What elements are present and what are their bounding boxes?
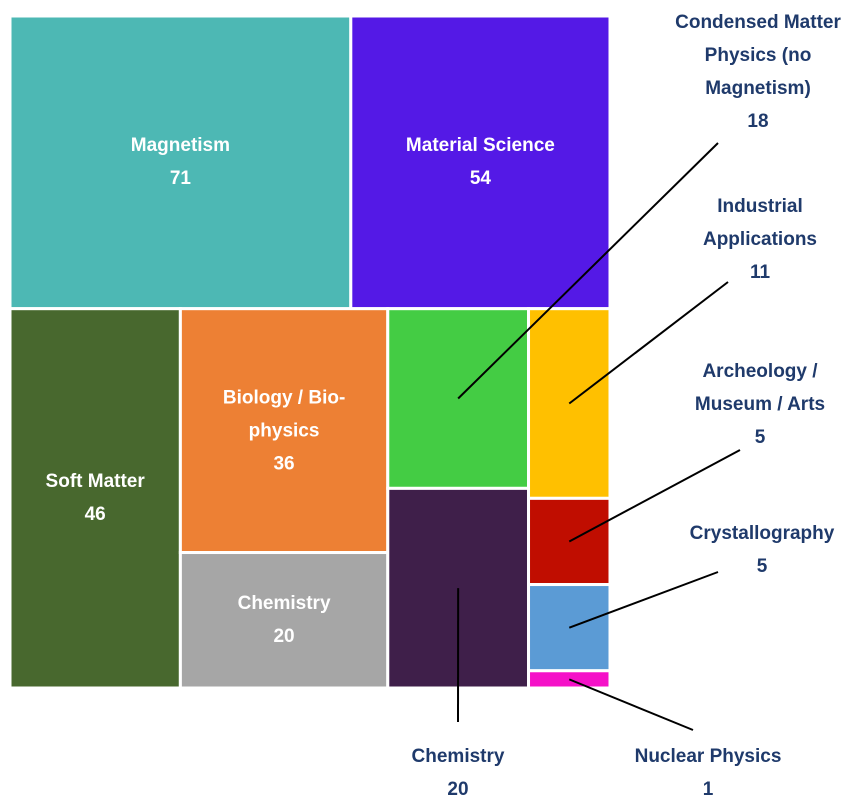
tile	[178, 307, 390, 555]
leader-line	[568, 281, 729, 405]
tile-label: Industrial Applications 11	[675, 190, 845, 289]
tile-value: 54	[469, 168, 491, 190]
leader-line	[568, 571, 719, 629]
tile-label: Biology / Bio-physics 36	[209, 381, 359, 480]
tile	[527, 583, 612, 673]
tile-value: 36	[273, 453, 295, 475]
tile	[386, 307, 531, 490]
tile-value: 11	[749, 262, 771, 283]
tile-label: Chemistry 20	[209, 587, 359, 653]
tile-name: Soft Matter	[45, 471, 145, 493]
tile-value: 5	[754, 427, 766, 448]
tile-label: Archeology / Museum / Arts 5	[665, 355, 855, 454]
tile-label: Condensed Matter Physics (no Magnetism) 1…	[673, 6, 843, 138]
tile-name: Archeology / Museum / Arts	[694, 361, 826, 415]
tile	[8, 307, 182, 690]
tile-value: 46	[84, 504, 106, 526]
tile-name: Industrial Applications	[702, 196, 817, 250]
tile-name: Crystallography	[689, 523, 835, 544]
tile	[527, 307, 612, 500]
tile	[349, 14, 612, 311]
tile-label: Material Science 54	[405, 129, 555, 195]
tile-value: 18	[747, 111, 769, 132]
tile	[178, 551, 390, 690]
tile-label: Crystallography 5	[662, 517, 862, 583]
tile-value: 1	[702, 779, 714, 800]
tile	[527, 669, 612, 690]
tile-name: Condensed Matter Physics (no Magnetism)	[675, 12, 841, 99]
tile-name: Material Science	[405, 135, 555, 157]
tile-name: Chemistry	[237, 593, 331, 615]
tile-name: Chemistry	[411, 746, 505, 767]
tile-label: Soft Matter 46	[20, 465, 170, 531]
leader-line	[568, 678, 694, 731]
tile-value: 20	[273, 626, 295, 648]
tile-label: Nuclear Physics 1	[608, 740, 808, 802]
tile-value: 5	[756, 556, 768, 577]
tile-name: Nuclear Physics	[634, 746, 782, 767]
leader-line	[457, 142, 719, 400]
tile-value: 20	[447, 779, 469, 800]
tile	[8, 14, 353, 311]
tile-label: Magnetism 71	[105, 129, 255, 195]
tile-name: Magnetism	[130, 135, 231, 157]
tile-value: 71	[169, 168, 191, 190]
leader-line	[568, 449, 741, 543]
tile-name: Biology / Bio-physics	[222, 387, 346, 442]
tile-label: Chemistry 20	[383, 740, 533, 802]
